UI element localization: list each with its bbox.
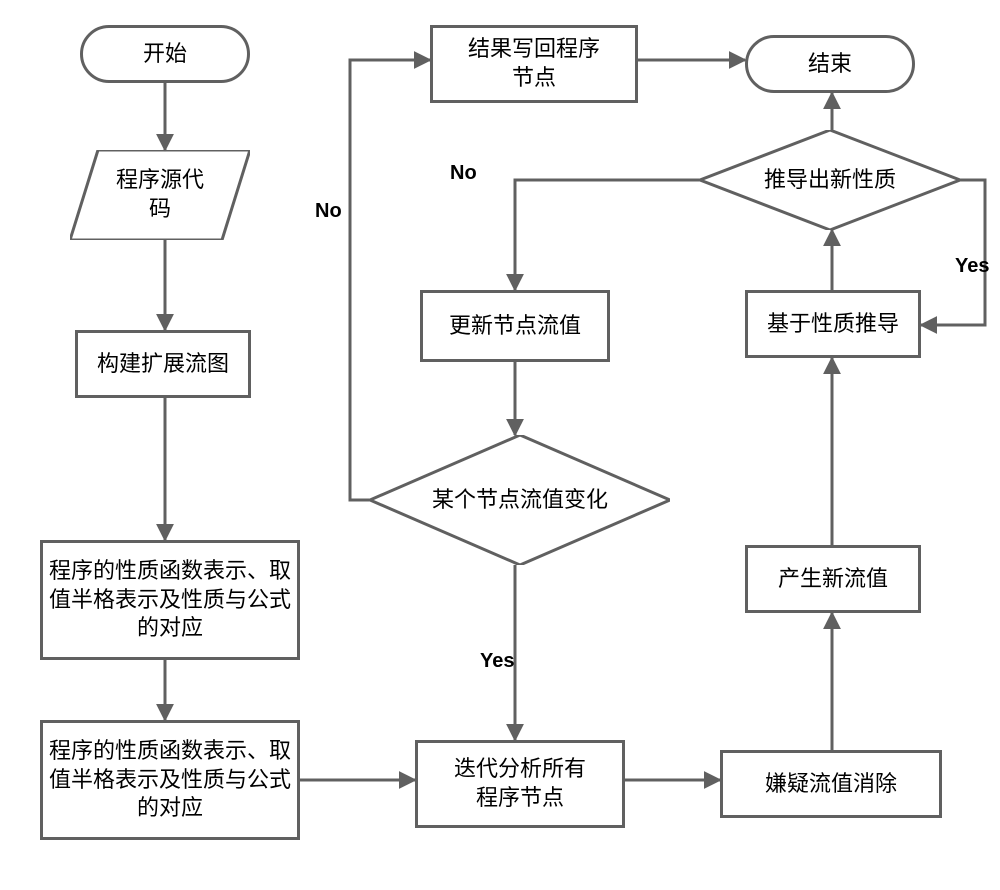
node-iterate: 迭代分析所有 程序节点 [415, 740, 625, 828]
node-src: 程序源代 码 [70, 150, 250, 240]
node-label: 程序的性质函数表示、取 值半格表示及性质与公式 的对应 [43, 737, 297, 823]
node-label: 推导出新性质 [758, 166, 902, 195]
node-updateflow: 更新节点流值 [420, 290, 610, 362]
node-label: 某个节点流值变化 [426, 486, 614, 515]
edge-label: No [315, 200, 342, 223]
edge-label: No [450, 162, 477, 185]
node-label: 产生新流值 [772, 565, 894, 594]
flowchart-canvas: 开始 结束 结果写回程序 节点程序源代 码构建扩展流图程序的性质函数表示、取 值半格… [0, 0, 1000, 890]
node-writeback: 结果写回程序 节点 [430, 25, 638, 103]
node-propfunc2: 程序的性质函数表示、取 值半格表示及性质与公式 的对应 [40, 720, 300, 840]
node-changed: 某个节点流值变化 [370, 435, 670, 565]
node-suspect: 嫌疑流值消除 [720, 750, 942, 818]
edge-label: Yes [955, 255, 989, 278]
edge-derivenew-updateflow [515, 180, 700, 290]
node-label: 结束 [802, 50, 858, 79]
edge-label: Yes [480, 650, 514, 673]
node-label: 嫌疑流值消除 [759, 770, 903, 799]
node-start: 开始 [80, 25, 250, 83]
node-label: 迭代分析所有 程序节点 [448, 755, 592, 812]
node-derivenew: 推导出新性质 [700, 130, 960, 230]
node-label: 程序的性质函数表示、取 值半格表示及性质与公式 的对应 [43, 557, 297, 643]
node-label: 更新节点流值 [443, 312, 587, 341]
node-newflow: 产生新流值 [745, 545, 921, 613]
node-buildgraph: 构建扩展流图 [75, 330, 251, 398]
edge-changed-writeback [350, 60, 430, 500]
node-propfunc1: 程序的性质函数表示、取 值半格表示及性质与公式 的对应 [40, 540, 300, 660]
node-basederive: 基于性质推导 [745, 290, 921, 358]
node-label: 基于性质推导 [761, 310, 905, 339]
node-label: 构建扩展流图 [91, 350, 235, 379]
node-label: 程序源代 码 [110, 166, 210, 223]
node-end: 结束 [745, 35, 915, 93]
node-label: 开始 [137, 40, 193, 69]
node-label: 结果写回程序 节点 [462, 35, 606, 92]
